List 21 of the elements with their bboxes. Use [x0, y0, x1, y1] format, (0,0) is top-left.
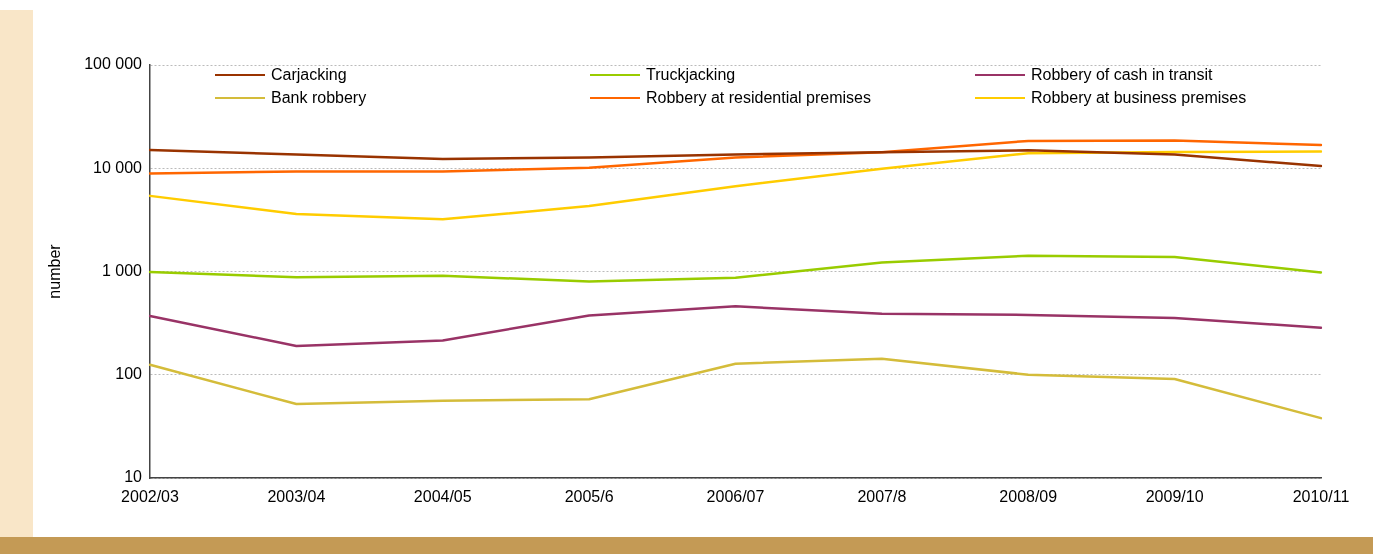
x-tick-label: 2006/07: [706, 488, 765, 506]
x-tick-label: 2009/10: [1145, 488, 1204, 506]
legend-label: Bank robbery: [271, 89, 367, 107]
x-tick-label: 2003/04: [267, 488, 326, 506]
y-axis-title: number: [46, 243, 64, 299]
y-tick-label: 1 000: [101, 261, 143, 279]
x-tick-label: 2005/6: [564, 488, 614, 506]
x-tick-label: 2002/03: [121, 488, 180, 506]
x-tick-label: 2008/09: [999, 488, 1058, 506]
legend-label: Truckjacking: [646, 66, 736, 84]
legend-label: Robbery at business premises: [1031, 89, 1247, 107]
legend-label: Carjacking: [271, 66, 347, 84]
y-tick-label: 100 000: [84, 55, 143, 73]
x-tick-label: 2007/8: [857, 488, 907, 506]
y-tick-label: 100: [115, 365, 143, 383]
x-tick-label: 2010/11: [1292, 488, 1350, 506]
legend-label: Robbery of cash in transit: [1031, 66, 1213, 84]
x-tick-label: 2004/05: [413, 488, 472, 506]
y-tick-label: 10 000: [93, 158, 143, 176]
legend-label: Robbery at residential premises: [646, 89, 871, 107]
y-tick-label: 10: [124, 468, 143, 486]
